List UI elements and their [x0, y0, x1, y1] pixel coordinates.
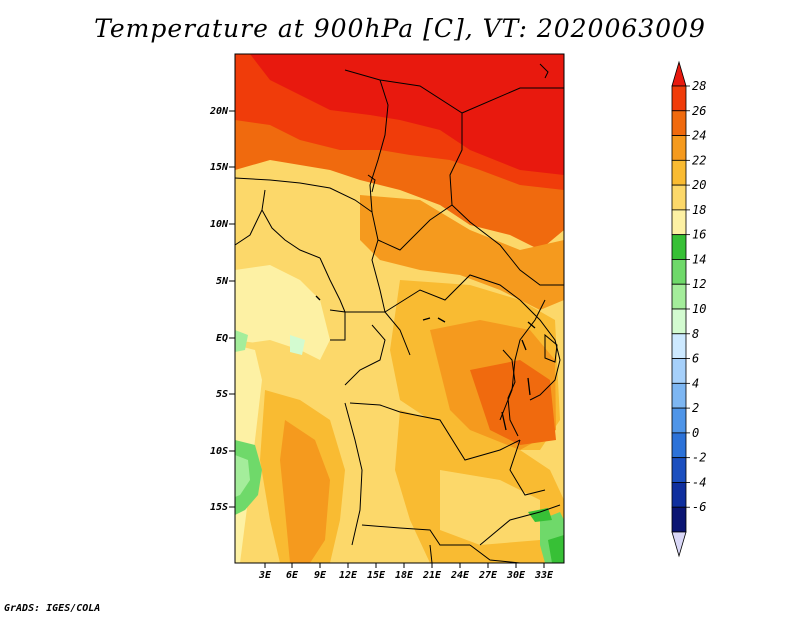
lon-label: 18E: [395, 570, 414, 581]
colorbar-label: 10: [692, 302, 706, 316]
colorbar-label: 24: [692, 129, 706, 143]
colorbar-swatch: [671, 308, 687, 335]
colorbar-label: 4: [692, 376, 699, 390]
colorbar-label: 6: [692, 352, 699, 366]
colorbar-label: 18: [692, 203, 706, 217]
colorbar-swatch: [671, 184, 687, 211]
lon-label: 33E: [534, 570, 554, 581]
lon-label: 21E: [422, 570, 442, 581]
colorbar-top-arrow: [671, 60, 687, 87]
lon-label: 12E: [339, 570, 358, 581]
grads-credit: GrADS: IGES/COLA: [4, 603, 101, 614]
colorbar-label: -4: [692, 475, 706, 489]
colorbar-swatch: [671, 135, 687, 161]
colorbar-swatch: [671, 506, 687, 533]
lon-label: 6E: [286, 570, 299, 581]
map-title: Temperature at 900hPa [C], VT: 202006300…: [94, 14, 706, 43]
colorbar-label: -6: [692, 500, 706, 514]
lat-label: 10N: [210, 219, 229, 230]
temperature-map: [234, 53, 565, 564]
lon-label: 24E: [450, 570, 470, 581]
lon-label: 15E: [367, 570, 386, 581]
longitude-axis: 3E 6E 9E 12E 15E 18E 21E 24E 27E 30E 33E: [258, 563, 554, 581]
colorbar-swatch: [671, 234, 687, 260]
colorbar-swatch: [671, 482, 687, 508]
colorbar-label: 28: [692, 79, 706, 93]
colorbar-label: 8: [692, 327, 699, 341]
colorbar-label: 20: [692, 178, 706, 192]
colorbar-swatch: [671, 159, 687, 186]
lon-label: 3E: [258, 570, 272, 581]
colorbar-label: 14: [692, 252, 706, 266]
lat-label: 20N: [209, 106, 229, 117]
lat-label: 15S: [210, 502, 228, 513]
colorbar-label: -2: [692, 451, 706, 465]
colorbar-swatch: [671, 259, 687, 285]
colorbar-label: 26: [692, 104, 706, 118]
colorbar-label: 0: [692, 426, 699, 440]
colorbar-swatch: [671, 358, 687, 384]
colorbar-swatch: [671, 333, 687, 359]
colorbar-label: 12: [692, 277, 706, 291]
colorbar-swatch: [671, 432, 687, 459]
colorbar-swatch: [671, 283, 687, 310]
colorbar-label: 22: [692, 153, 706, 167]
latitude-axis: 20N 15N 10N 5N EQ 5S 10S 15S: [209, 106, 235, 513]
colorbar-bottom-arrow: [671, 531, 687, 558]
colorbar-swatch: [671, 85, 687, 112]
colorbar-label: 16: [692, 228, 706, 242]
colorbar-swatch: [671, 209, 687, 236]
lat-label: 5S: [216, 389, 228, 400]
lon-label: 9E: [314, 570, 327, 581]
lat-label: 15N: [210, 162, 229, 173]
colorbar-swatch: [671, 457, 687, 483]
lon-label: 30E: [506, 570, 526, 581]
colorbar-label: 2: [692, 401, 699, 415]
colorbar-swatch: [671, 110, 687, 136]
lat-label: 5N: [216, 276, 229, 287]
colorbar-swatch: [671, 382, 687, 409]
lat-label: EQ: [216, 333, 228, 344]
colorbar-swatch: [671, 407, 687, 434]
lon-label: 27E: [478, 570, 498, 581]
lat-label: 10S: [210, 446, 228, 457]
